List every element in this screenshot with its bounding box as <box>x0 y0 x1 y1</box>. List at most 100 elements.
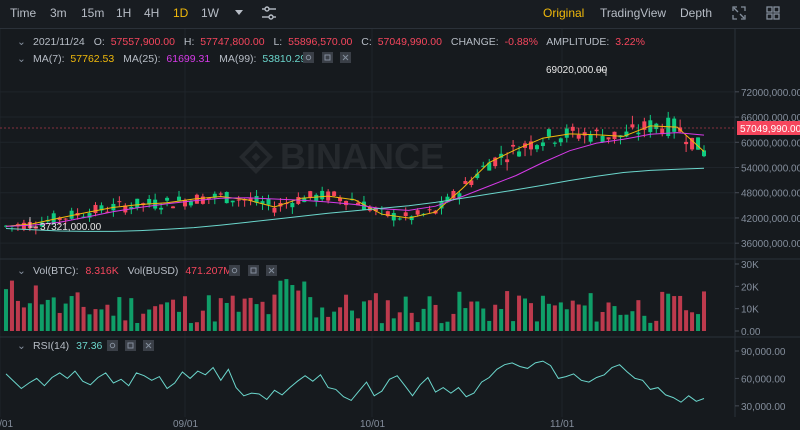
vol-settings-icon[interactable] <box>229 265 240 276</box>
candle-body <box>487 162 492 171</box>
interval-1h[interactable]: 1H <box>116 6 132 20</box>
candle-body <box>403 212 408 217</box>
candle-body <box>594 129 599 132</box>
volume-bar <box>248 297 253 331</box>
rsi-hide-icon[interactable] <box>125 340 136 351</box>
volume-bar <box>451 313 456 331</box>
candle-body <box>105 211 110 213</box>
volume-bar <box>266 314 271 331</box>
candle-body <box>177 196 182 201</box>
volume-bar <box>511 321 516 331</box>
candle-body <box>636 132 641 135</box>
volume-info: ⌄ Vol(BTC): 8.316K Vol(BUSD) 471.207M <box>17 265 277 277</box>
low-price-label: 37321,000.00 <box>40 222 102 233</box>
volume-bar <box>129 298 134 331</box>
ma7-line <box>5 125 705 227</box>
candle-body <box>355 202 360 206</box>
candle-body <box>528 141 533 150</box>
view-original[interactable]: Original <box>543 6 585 20</box>
candle-body <box>505 159 510 163</box>
candle-body <box>230 200 235 203</box>
price-tick-label: 54000,000.00 <box>741 164 800 175</box>
candle-body <box>57 217 62 221</box>
volume-bar <box>666 293 671 331</box>
interval-1w[interactable]: 1W <box>201 6 219 20</box>
vol-close-icon[interactable] <box>266 265 277 276</box>
ma25-value: 61699.31 <box>166 53 210 65</box>
candle-body <box>99 205 104 211</box>
candle-body <box>600 135 605 143</box>
svg-text:⌄ Vol(BTC): 8.316K: ⌄ Vol(BTC): 8.316K Vol(BUSD) 471.207M <box>17 265 232 277</box>
grid-layout-icon[interactable] <box>764 4 782 22</box>
volume-bar <box>63 303 68 331</box>
kline-chart[interactable]: BINANCE 72000,000.00 66000,000.00 60000,00… <box>0 29 800 430</box>
candle-body <box>308 191 313 198</box>
interval-4h[interactable]: 4H <box>144 6 160 20</box>
candle-body <box>696 137 701 150</box>
volume-bar <box>612 306 617 331</box>
candle-body <box>260 201 265 204</box>
volume-bar <box>654 320 659 331</box>
candle-body <box>117 201 122 203</box>
candle-body <box>236 199 241 201</box>
candle-body <box>272 207 277 213</box>
candle-body <box>672 118 677 132</box>
volume-bar <box>344 294 349 331</box>
candle-body <box>147 198 152 205</box>
volume-bar <box>433 304 438 331</box>
candle-body <box>320 190 325 200</box>
candle-body <box>564 128 569 138</box>
volume-tick-label: 20K <box>741 282 759 293</box>
volume-bar <box>439 323 444 331</box>
ma-hide-icon[interactable] <box>322 52 333 63</box>
volume-bar <box>702 291 706 331</box>
ma99-line <box>5 167 705 232</box>
rsi-settings-icon[interactable] <box>107 340 118 351</box>
candle-body <box>409 216 414 221</box>
volume-bar <box>540 295 545 331</box>
indicator-settings-icon[interactable] <box>260 4 278 22</box>
time-button[interactable]: Time <box>10 6 37 20</box>
ma-settings-icon[interactable] <box>303 52 314 63</box>
volume-bar <box>642 315 647 331</box>
candle-body <box>546 129 551 137</box>
volume-bar <box>636 300 641 331</box>
volume-bar <box>415 322 420 331</box>
volume-bar <box>648 322 653 331</box>
view-tradingview[interactable]: TradingView <box>600 6 667 20</box>
info-chevron[interactable]: ⌄ <box>17 36 26 48</box>
candle-body <box>385 211 390 217</box>
volume-bar <box>528 303 533 331</box>
fullscreen-icon[interactable] <box>730 4 748 22</box>
volume-bar <box>624 314 629 331</box>
volume-bar <box>171 299 176 331</box>
candle-body <box>624 131 629 137</box>
volume-bar <box>546 303 551 331</box>
volume-bar <box>194 322 199 331</box>
close-value: 57049,990.00 <box>378 36 442 48</box>
volume-bar <box>45 299 50 331</box>
caret-down-icon[interactable] <box>232 5 250 23</box>
interval-15m[interactable]: 15m <box>81 6 105 20</box>
volume-bar <box>558 302 563 331</box>
volume-bar <box>290 285 295 331</box>
volume-bar <box>463 308 468 331</box>
candle-body <box>558 138 563 143</box>
volume-bar <box>21 307 26 331</box>
interval-1d[interactable]: 1D <box>173 6 189 20</box>
view-depth[interactable]: Depth <box>680 6 713 20</box>
ma7-value: 57762.53 <box>70 53 114 65</box>
candle-body <box>445 196 450 203</box>
ma-close-icon[interactable] <box>340 52 351 63</box>
rsi-line <box>5 360 705 403</box>
candle-body <box>642 121 647 130</box>
volume-bar <box>379 323 384 331</box>
vol-hide-icon[interactable] <box>248 265 259 276</box>
candle-body <box>576 134 581 139</box>
candle-body <box>690 137 695 150</box>
interval-3m[interactable]: 3m <box>50 6 67 20</box>
rsi-close-icon[interactable] <box>143 340 154 351</box>
price-tick-label: 48000,000.00 <box>741 189 800 200</box>
volume-bar <box>361 301 366 331</box>
volume-bar <box>111 315 116 331</box>
